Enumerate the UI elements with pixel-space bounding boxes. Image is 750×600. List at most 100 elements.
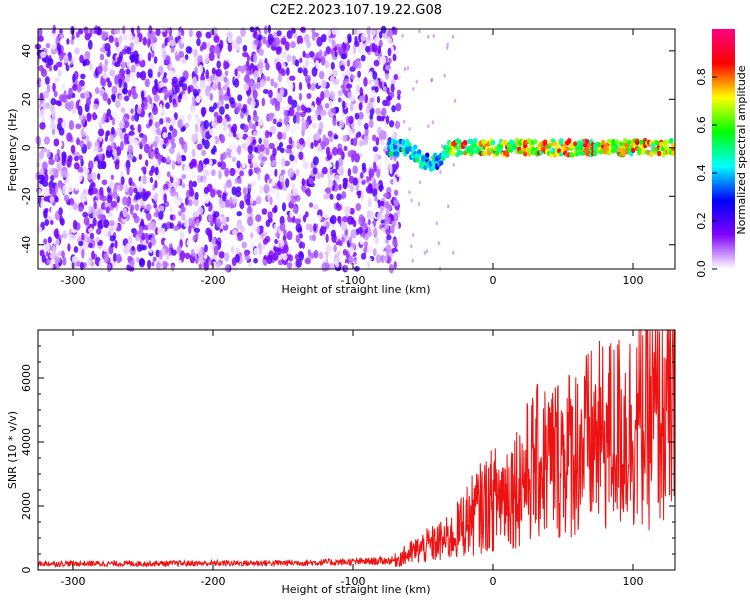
spectrogram-noise-dot <box>293 137 298 143</box>
spectrogram-noise-dot <box>373 59 380 67</box>
spectrogram-noise-dot <box>392 53 397 62</box>
spectrogram-noise-dot <box>266 76 271 82</box>
spectrogram-noise-dot <box>392 238 398 247</box>
spectrogram-noise-dot <box>89 232 95 240</box>
spectrogram-noise-dot <box>263 184 270 194</box>
spectrogram-noise-dot <box>148 241 152 249</box>
spectrogram-noise-dot <box>94 25 99 35</box>
spectrogram-noise-dot <box>281 132 287 140</box>
spectrogram-noise-dot <box>171 128 178 138</box>
spectrogram-noise-dot <box>184 196 189 206</box>
spectrogram-noise-dot <box>393 177 398 187</box>
spectrogram-noise-dot <box>252 89 258 100</box>
spectrogram-noise-dot <box>245 136 251 147</box>
spectrogram-noise-dot <box>181 206 186 213</box>
spectrogram-noise-dot <box>135 233 140 242</box>
spectrogram-signal-dot <box>473 138 478 144</box>
spectrogram-noise-dot <box>229 202 234 209</box>
spectrogram-signal-dot <box>425 152 430 158</box>
spectrogram-noise-dot <box>97 214 103 220</box>
spectrogram-noise-dot <box>138 132 145 138</box>
spectrogram-noise-dot <box>92 217 97 227</box>
spectrogram-noise-dot <box>219 134 225 144</box>
spectrogram-noise-dot <box>290 41 296 49</box>
snr-y-tick-label: 2000 <box>20 492 33 520</box>
spectrogram-noise-dot <box>94 87 100 94</box>
spectrogram-noise-dot <box>99 53 105 61</box>
spectrogram-signal-dot <box>491 139 496 146</box>
spectrogram-noise-dot <box>295 258 302 268</box>
spectrogram-noise-dot <box>169 125 174 132</box>
spectrogram-noise-dot <box>88 205 92 215</box>
spectrogram-noise-dot <box>192 76 198 86</box>
spectrogram-noise-dot <box>274 37 281 47</box>
spectrogram-noise-dot <box>152 105 159 116</box>
spectrogram-noise-dot <box>270 78 274 87</box>
spectrogram-noise-dot <box>115 41 120 48</box>
spectrogram-noise-dot <box>385 244 392 254</box>
spectrogram-signal-dot <box>463 139 468 146</box>
spectrogram-noise-dot <box>160 60 165 68</box>
spectrogram-noise-dot <box>211 158 217 165</box>
spectrogram-noise-dot <box>118 78 123 88</box>
spectrogram-noise-dot <box>63 194 70 202</box>
spectrogram-noise-dot <box>83 26 89 34</box>
spectrogram-noise-dot <box>338 240 343 247</box>
spectrogram-noise-dot <box>252 139 257 145</box>
spectrogram-noise-dot <box>320 34 327 43</box>
spectrogram-noise-dot <box>377 45 382 55</box>
spectrogram-noise-dot <box>380 214 386 220</box>
spectrogram-noise-dot <box>110 242 115 248</box>
spectrogram-noise-dot <box>91 250 95 260</box>
spectrogram-noise-dot <box>351 127 356 134</box>
spectrogram-signal-dot <box>523 151 528 157</box>
spectrogram-noise-dot <box>213 111 219 118</box>
spectrogram-noise-dot <box>151 206 155 215</box>
spectrogram-noise-dot <box>83 126 90 134</box>
spectrogram-noise-dot <box>70 144 76 154</box>
spectrogram-noise-dot <box>150 165 156 173</box>
spectrogram-noise-dot <box>122 207 128 218</box>
spectrogram-noise-dot <box>298 151 304 161</box>
spectrogram-noise-dot <box>314 131 321 141</box>
spectrogram-noise-dot <box>195 232 199 239</box>
spectrogram-noise-dot <box>208 159 213 167</box>
spectrogram-noise-dot <box>62 229 68 240</box>
spectrogram-noise-dot <box>253 39 260 46</box>
spectrogram-noise-dot <box>267 33 274 44</box>
spectrogram-noise-dot <box>286 30 293 39</box>
spectrogram-noise-dot <box>110 200 118 208</box>
spectrogram-noise-dot <box>389 91 395 99</box>
spectrogram-noise-dot <box>273 82 278 89</box>
spectrogram-noise-dot <box>43 136 51 145</box>
spectrogram-noise-dot <box>385 115 390 125</box>
spectrogram-noise-dot <box>170 249 177 256</box>
spectrogram-noise-dot <box>297 67 303 74</box>
spectrogram-noise-dot <box>358 214 365 223</box>
spectrogram-noise-dot <box>142 245 147 251</box>
spectrogram-noise-dot <box>188 217 193 227</box>
spectrogram-noise-dot <box>349 183 354 193</box>
spectrogram-noise-dot <box>114 239 118 249</box>
spectrogram-noise-dot <box>253 247 260 256</box>
spectrogram-noise-dot <box>102 92 108 102</box>
spectrogram-noise-dot <box>49 123 57 130</box>
spectrogram-noise-dot <box>150 126 157 135</box>
spectrogram-noise-dot <box>178 188 185 198</box>
spectrogram-noise-dot <box>96 227 102 235</box>
spectrogram-noise-dot <box>368 71 374 79</box>
spectrogram-noise-dot <box>305 107 312 113</box>
spectrogram-noise-dot <box>262 36 267 45</box>
spectrogram-noise-dot <box>189 36 197 44</box>
spectrogram-noise-dot <box>391 220 396 228</box>
spectrogram-noise-dot <box>115 100 121 108</box>
colorbar-tick-label: 0.6 <box>695 116 708 134</box>
spectrogram-signal-dot <box>671 142 676 148</box>
spectrogram-noise-dot <box>292 187 299 197</box>
spectrogram-noise-dot <box>79 140 85 148</box>
spectrogram-noise-dot <box>40 108 45 119</box>
spectrogram-noise-dot <box>342 216 349 223</box>
spectrogram-noise-dot <box>53 90 58 98</box>
spectrogram-noise-dot <box>207 214 214 222</box>
